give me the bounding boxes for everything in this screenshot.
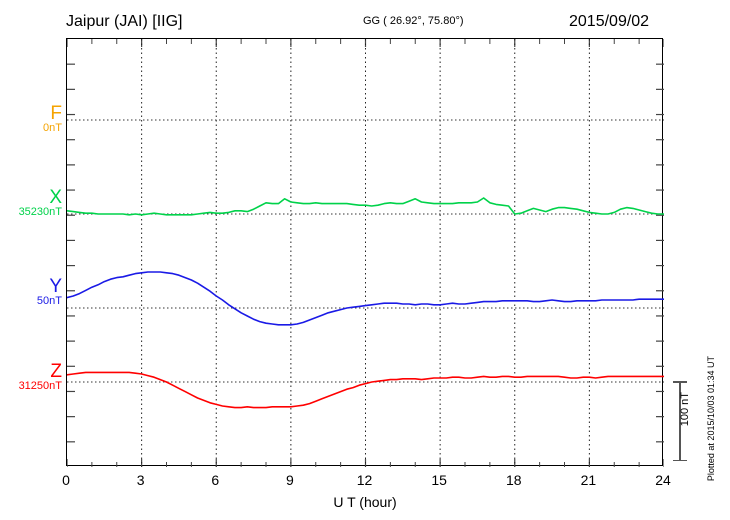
scale-bar-label: 100 nT <box>679 392 691 427</box>
x-tick-12: 12 <box>356 472 373 488</box>
x-tick-21: 21 <box>580 472 597 488</box>
component-label-Y: Y 50nT <box>0 276 62 308</box>
x-axis-title: U T (hour) <box>333 494 397 510</box>
scale-bar-line <box>679 381 681 461</box>
component-symbol-Y: Y <box>49 276 62 297</box>
component-baseline-F: 0nT <box>43 122 62 134</box>
component-symbol-X: X <box>49 187 62 208</box>
component-baseline-Z: 31250nT <box>18 380 62 392</box>
x-tick-6: 6 <box>211 472 220 488</box>
observation-date: 2015/09/02 <box>569 13 650 30</box>
x-tick-18: 18 <box>505 472 522 488</box>
x-tick-15: 15 <box>431 472 447 488</box>
plotted-at-timestamp: Plotted at 2015/10/03 01:34 UT <box>706 356 716 482</box>
component-baseline-Y: 50nT <box>36 295 62 307</box>
plot-area <box>66 38 664 467</box>
magnetogram-traces <box>67 39 664 467</box>
scale-bar-cap-bottom <box>673 459 687 461</box>
x-tick-9: 9 <box>285 472 294 488</box>
component-symbol-Z: Z <box>50 361 62 382</box>
station-title: Jaipur (JAI) [IIG] <box>66 13 183 30</box>
x-tick-0: 0 <box>62 472 70 488</box>
component-label-Z: Z 31250nT <box>0 361 62 393</box>
x-tick-24: 24 <box>655 472 671 488</box>
component-symbol-F: F <box>50 103 62 124</box>
component-label-X: X 35230nT <box>0 187 62 219</box>
component-label-F: F 0nT <box>0 103 62 135</box>
geographic-coordinates: GG ( 26.92°, 75.80°) <box>363 15 464 27</box>
scale-bar <box>673 381 687 461</box>
component-baseline-X: 35230nT <box>18 206 62 218</box>
x-tick-3: 3 <box>136 472 145 488</box>
